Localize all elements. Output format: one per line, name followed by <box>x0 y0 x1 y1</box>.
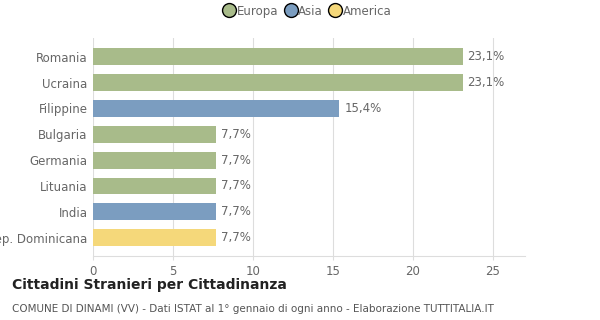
Bar <box>93 48 463 65</box>
Bar <box>93 204 216 220</box>
Text: 7,7%: 7,7% <box>221 180 251 193</box>
Text: 7,7%: 7,7% <box>221 231 251 244</box>
Bar <box>93 100 340 117</box>
Text: 7,7%: 7,7% <box>221 128 251 141</box>
Bar <box>93 74 463 91</box>
Text: 15,4%: 15,4% <box>344 102 382 115</box>
Bar <box>93 152 216 169</box>
Bar <box>93 126 216 143</box>
Text: 23,1%: 23,1% <box>467 50 505 63</box>
Text: COMUNE DI DINAMI (VV) - Dati ISTAT al 1° gennaio di ogni anno - Elaborazione TUT: COMUNE DI DINAMI (VV) - Dati ISTAT al 1°… <box>12 304 494 314</box>
Text: 7,7%: 7,7% <box>221 154 251 167</box>
Text: Cittadini Stranieri per Cittadinanza: Cittadini Stranieri per Cittadinanza <box>12 278 287 292</box>
Text: 7,7%: 7,7% <box>221 205 251 218</box>
Legend: Europa, Asia, America: Europa, Asia, America <box>226 5 392 18</box>
Bar <box>93 178 216 194</box>
Bar <box>93 229 216 246</box>
Text: 23,1%: 23,1% <box>467 76 505 89</box>
